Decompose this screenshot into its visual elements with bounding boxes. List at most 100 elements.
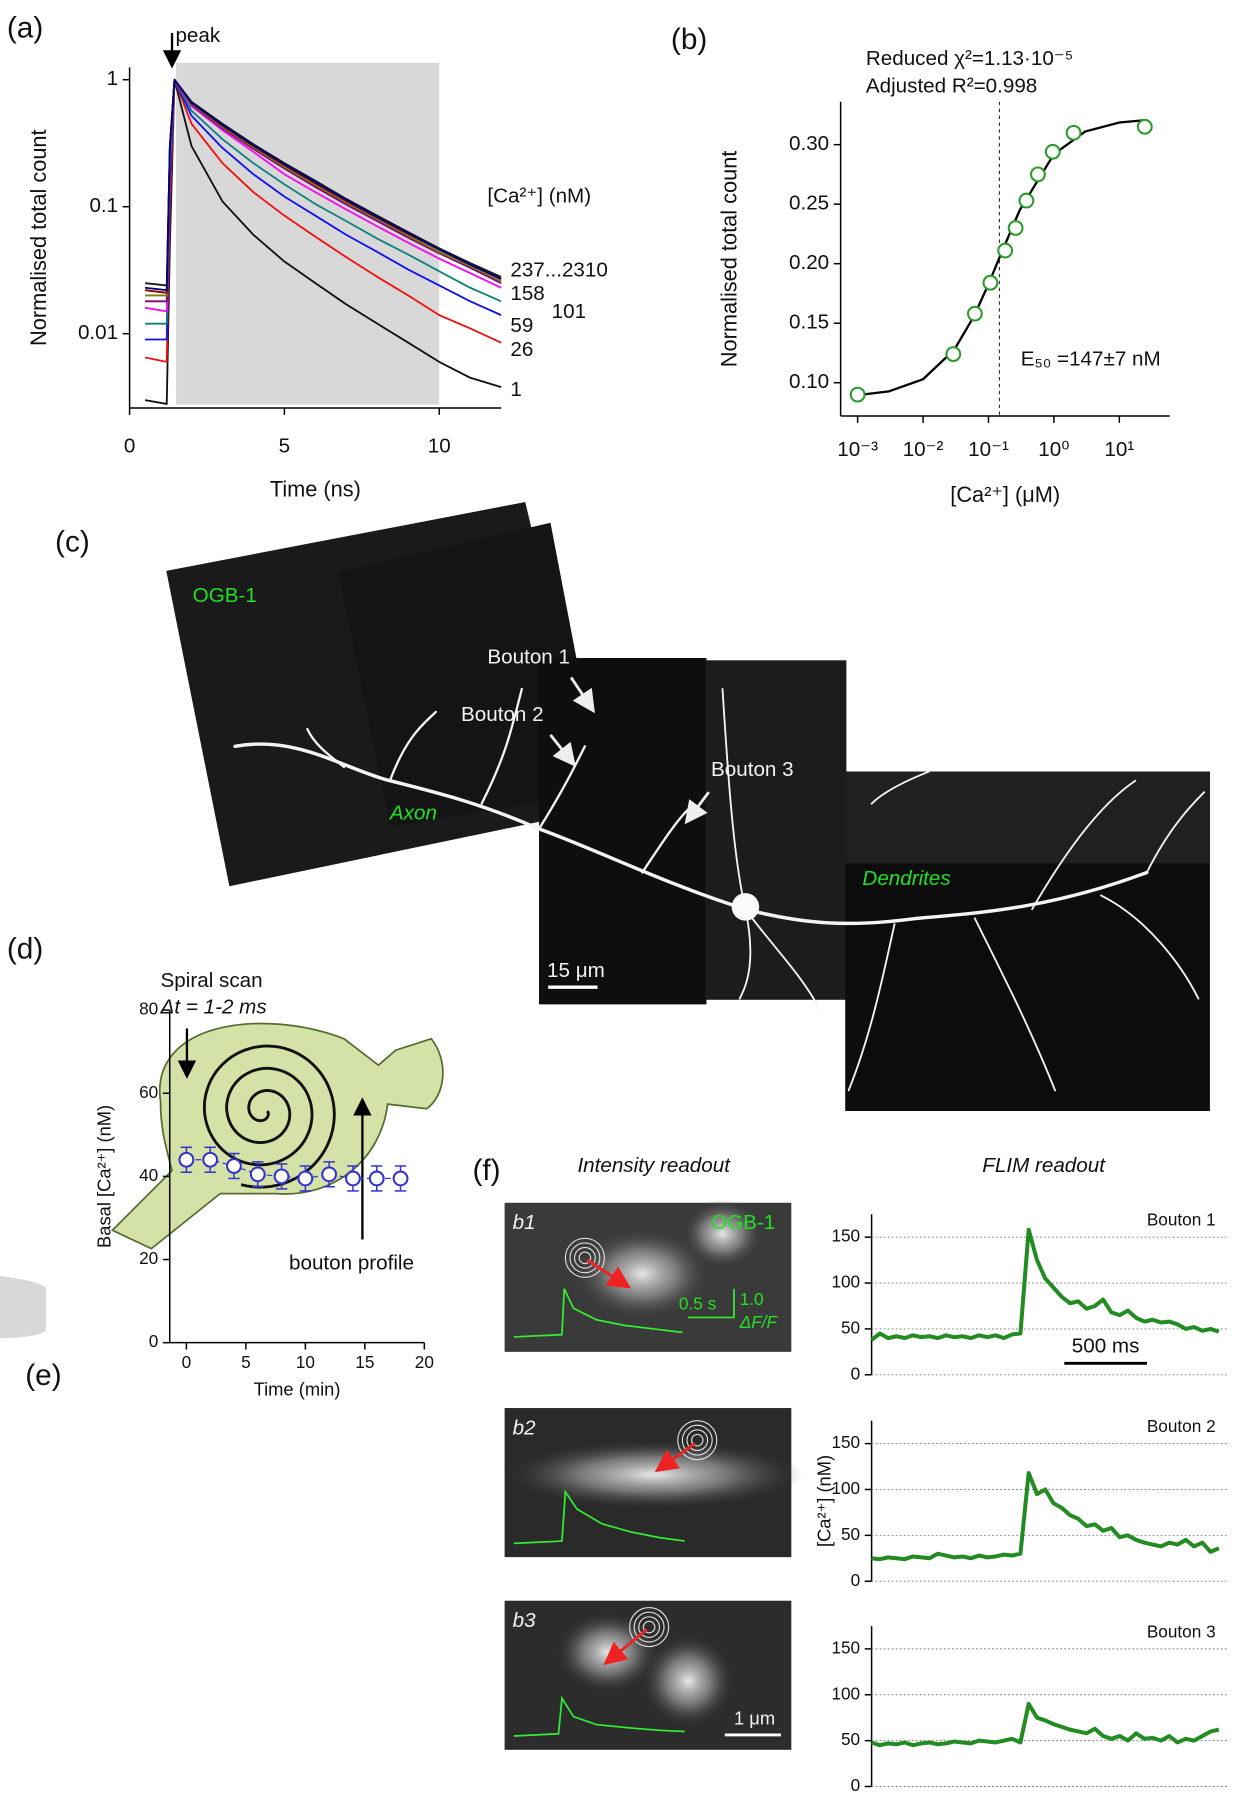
panel-label: (c) xyxy=(55,525,90,558)
data-point xyxy=(394,1172,408,1186)
data-point xyxy=(203,1153,217,1167)
scale-label: 0.5 s xyxy=(679,1293,716,1313)
y-tick-label: 20 xyxy=(139,1248,158,1268)
y-axis-label: Basal [Ca²⁺] (nM) xyxy=(93,1105,114,1248)
data-point xyxy=(1138,120,1152,134)
diagram-label: Δt = 1-2 ms xyxy=(160,996,267,1019)
image-label: b3 xyxy=(513,1609,536,1632)
y-tick-label: 0 xyxy=(149,1331,159,1351)
data-line xyxy=(872,1230,1219,1340)
x-tick-label: 10⁻² xyxy=(903,438,944,461)
panel-label: (a) xyxy=(7,12,43,45)
x-tick-label: 10 xyxy=(296,1352,315,1372)
x-tick-label: 10⁰ xyxy=(1038,438,1069,461)
data-point xyxy=(1067,126,1081,140)
y-tick-label: 0 xyxy=(851,1570,861,1590)
series-label: 101 xyxy=(552,300,586,323)
y-tick-label: 50 xyxy=(841,1524,860,1544)
x-axis-label: Time (ns) xyxy=(270,476,361,501)
y-tick-label: 0.20 xyxy=(789,251,829,274)
legend-title: [Ca²⁺] (nM) xyxy=(487,185,591,208)
annotation: Adjusted R²=0.998 xyxy=(866,75,1037,98)
y-axis-label: [Ca²⁺] (nM) xyxy=(814,1455,835,1547)
series-label: 158 xyxy=(510,282,544,305)
y-axis-label: Normalised total count xyxy=(26,129,51,346)
data-point xyxy=(984,276,998,290)
y-tick-label: 0 xyxy=(851,1363,861,1383)
x-tick-label: 10⁻¹ xyxy=(968,438,1009,461)
figure: (a) (b) (c) (d) (e) (f) peak integration… xyxy=(0,0,1234,1800)
data-line xyxy=(872,1704,1219,1745)
data-point xyxy=(251,1167,265,1181)
image-label: Dendrites xyxy=(862,867,950,890)
x-tick-label: 20 xyxy=(415,1352,434,1372)
y-tick-label: 0.1 xyxy=(89,194,118,217)
series-label: 26 xyxy=(510,338,533,361)
data-point xyxy=(370,1172,384,1186)
chart-title: Bouton 3 xyxy=(1147,1621,1216,1641)
annotation: E₅₀ =147±7 nM xyxy=(1021,348,1161,371)
y-tick-label: 0.01 xyxy=(78,321,118,344)
x-tick-label: 5 xyxy=(279,434,290,457)
y-tick-label: 50 xyxy=(841,1317,860,1337)
annotation: peak xyxy=(175,24,220,47)
y-tick-label: 150 xyxy=(831,1432,860,1452)
y-tick-label: 0.10 xyxy=(789,370,829,393)
y-tick-label: 100 xyxy=(831,1272,860,1292)
data-point xyxy=(1020,194,1034,208)
x-axis-label: Time (min) xyxy=(254,1379,341,1400)
y-tick-label: 0.15 xyxy=(789,311,829,334)
y-tick-label: 80 xyxy=(139,999,158,1019)
data-point xyxy=(851,388,865,402)
x-tick-label: 15 xyxy=(355,1352,374,1372)
data-point xyxy=(322,1167,336,1181)
y-tick-label: 0 xyxy=(851,1775,861,1795)
y-tick-label: 100 xyxy=(831,1683,860,1703)
panel-label: (d) xyxy=(7,932,43,965)
image-label: Axon xyxy=(388,802,437,825)
bouton-images xyxy=(505,1199,803,1749)
y-axis-label: Normalised total count xyxy=(716,151,741,368)
x-tick-label: 0 xyxy=(182,1352,192,1372)
chart-title: Bouton 2 xyxy=(1147,1416,1216,1436)
y-tick-label: 0.30 xyxy=(789,132,829,155)
x-tick-label: 10¹ xyxy=(1104,438,1134,461)
y-tick-label: 0.25 xyxy=(789,192,829,215)
x-tick-label: 5 xyxy=(241,1352,251,1372)
image-label: Bouton 1 xyxy=(487,646,570,669)
y-tick-label: 100 xyxy=(831,1478,860,1498)
image-label: OGB-1 xyxy=(193,584,257,607)
y-tick-label: 60 xyxy=(139,1082,158,1102)
data-point xyxy=(298,1172,312,1186)
image-label: OGB-1 xyxy=(711,1211,775,1234)
data-point xyxy=(1009,221,1023,235)
y-tick-label: 40 xyxy=(139,1165,158,1185)
annotation: Reduced χ²=1.13·10⁻⁵ xyxy=(866,47,1073,70)
diagram-label: bouton profile xyxy=(289,1251,414,1274)
x-tick-label: 0 xyxy=(124,434,135,457)
edge-artifact xyxy=(0,1276,46,1338)
panel-label: (f) xyxy=(472,1154,500,1187)
data-point xyxy=(998,244,1012,258)
series-label: 59 xyxy=(510,314,533,337)
image-label: Bouton 2 xyxy=(461,703,544,726)
micrograph xyxy=(166,502,1210,1111)
scale-bar-label: 500 ms xyxy=(1072,1335,1140,1358)
data-point xyxy=(946,347,960,361)
scale-bar-label: 15 μm xyxy=(547,959,605,982)
panel-label: (e) xyxy=(25,1359,61,1392)
series-label: 237...2310 xyxy=(510,259,608,282)
image-label: b1 xyxy=(513,1211,536,1234)
scale-label: 1.0 xyxy=(740,1289,764,1309)
x-tick-label: 10⁻³ xyxy=(837,438,878,461)
image-label: b2 xyxy=(513,1416,536,1439)
series-label: 1 xyxy=(510,378,521,401)
data-point xyxy=(1031,168,1045,182)
scale-label: 1 μm xyxy=(734,1708,775,1729)
y-tick-label: 150 xyxy=(831,1637,860,1657)
y-tick-label: 50 xyxy=(841,1729,860,1749)
column-header: FLIM readout xyxy=(982,1154,1106,1177)
panel-label: (b) xyxy=(671,23,707,56)
data-point xyxy=(968,307,982,321)
x-axis-label: [Ca²⁺] (μM) xyxy=(950,482,1060,507)
